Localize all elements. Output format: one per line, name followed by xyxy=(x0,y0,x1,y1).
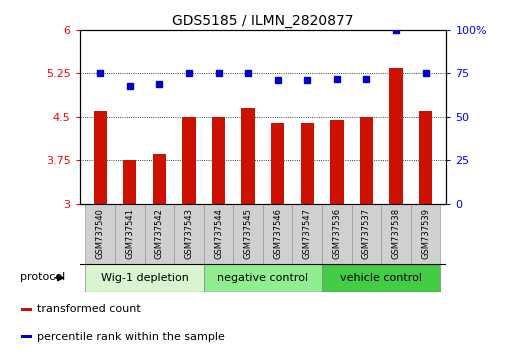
Text: percentile rank within the sample: percentile rank within the sample xyxy=(37,332,225,342)
Text: Wig-1 depletion: Wig-1 depletion xyxy=(101,273,189,283)
Text: GSM737547: GSM737547 xyxy=(303,209,312,259)
Bar xyxy=(301,122,314,204)
Bar xyxy=(86,264,204,292)
Bar xyxy=(360,117,373,204)
Bar xyxy=(322,264,440,292)
Bar xyxy=(86,204,115,264)
Bar xyxy=(381,204,411,264)
Bar xyxy=(115,204,145,264)
Bar xyxy=(233,204,263,264)
Bar xyxy=(242,108,255,204)
Bar xyxy=(263,204,292,264)
Bar xyxy=(212,117,225,204)
Text: GSM737543: GSM737543 xyxy=(185,209,193,259)
Text: GSM737542: GSM737542 xyxy=(155,209,164,259)
Bar xyxy=(93,111,107,204)
Bar xyxy=(292,204,322,264)
Bar xyxy=(145,204,174,264)
Bar xyxy=(419,111,432,204)
Bar xyxy=(153,154,166,204)
Bar xyxy=(182,117,195,204)
Bar xyxy=(389,68,403,204)
Bar xyxy=(123,160,136,204)
Bar xyxy=(330,120,344,204)
Bar xyxy=(204,204,233,264)
Bar xyxy=(21,336,32,338)
Text: GSM737538: GSM737538 xyxy=(391,209,401,259)
Text: GSM737541: GSM737541 xyxy=(125,209,134,259)
Title: GDS5185 / ILMN_2820877: GDS5185 / ILMN_2820877 xyxy=(172,14,353,28)
Text: protocol: protocol xyxy=(20,272,65,282)
Bar xyxy=(21,308,32,311)
Bar xyxy=(174,204,204,264)
Text: vehicle control: vehicle control xyxy=(340,273,422,283)
Text: GSM737545: GSM737545 xyxy=(244,209,252,259)
Bar xyxy=(351,204,381,264)
Text: GSM737544: GSM737544 xyxy=(214,209,223,259)
Bar xyxy=(322,204,351,264)
Text: transformed count: transformed count xyxy=(37,304,141,314)
Text: GSM737539: GSM737539 xyxy=(421,209,430,259)
Text: GSM737536: GSM737536 xyxy=(332,209,341,259)
Text: GSM737537: GSM737537 xyxy=(362,209,371,259)
Bar xyxy=(204,264,322,292)
Bar xyxy=(411,204,440,264)
Text: GSM737546: GSM737546 xyxy=(273,209,282,259)
Bar xyxy=(271,122,284,204)
Text: negative control: negative control xyxy=(218,273,308,283)
Text: GSM737540: GSM737540 xyxy=(96,209,105,259)
